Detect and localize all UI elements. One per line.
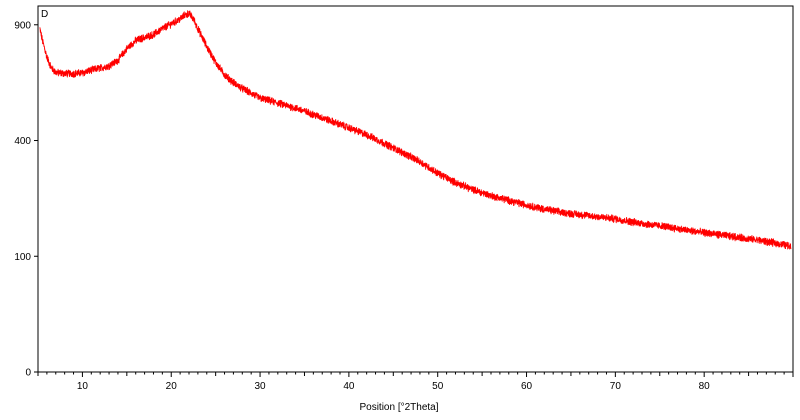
plot-frame [37, 5, 794, 373]
x-tick-label: 20 [166, 381, 178, 392]
x-tick-label: 70 [610, 381, 622, 392]
x-tick-label: 60 [521, 381, 533, 392]
panel-label: D [41, 9, 48, 20]
x-tick-label: 80 [699, 381, 711, 392]
series-line-0 [39, 10, 792, 250]
y-tick-label: 400 [14, 136, 31, 147]
y-tick-label: 100 [14, 252, 31, 263]
x-tick-label: 40 [343, 381, 355, 392]
y-tick-label: 900 [14, 20, 31, 31]
x-axis-ticks: 10 20 30 40 50 60 70 80 [37, 372, 794, 392]
y-tick-label: 0 [25, 368, 31, 379]
x-axis-label: Position [°2Theta] [359, 402, 438, 413]
x-tick-label: 30 [254, 381, 266, 392]
y-axis-ticks: 0 100 400 900 [14, 20, 38, 379]
series-layer [39, 10, 792, 250]
x-tick-label: 50 [432, 381, 444, 392]
x-tick-label: 10 [77, 381, 89, 392]
